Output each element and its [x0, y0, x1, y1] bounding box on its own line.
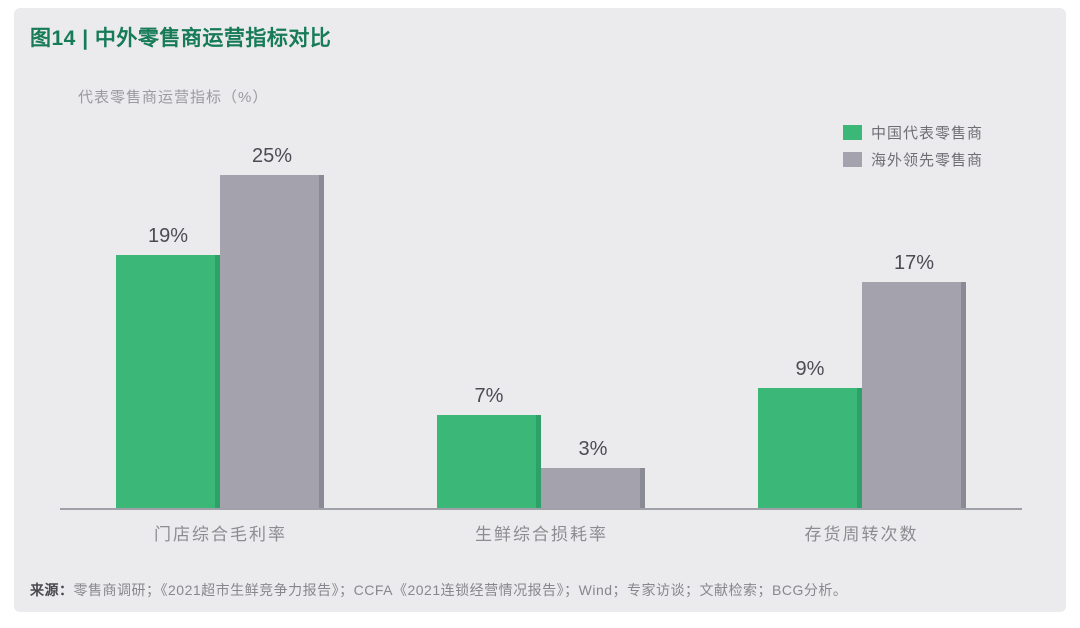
bar-group-fresh-loss: 7% 3%: [437, 385, 645, 508]
legend-item-overseas: 海外领先零售商: [843, 148, 983, 170]
category-label-inventory-turnover: 存货周转次数: [804, 525, 919, 544]
bar-value-label: 17%: [893, 252, 935, 274]
bar-china-fresh-loss: 7%: [437, 385, 541, 508]
bar-china-gross-margin: 19%: [116, 225, 220, 508]
category-label-gross-margin: 门店综合毛利率: [154, 525, 287, 544]
bar-overseas-gross-margin: 25%: [220, 145, 324, 508]
bar-group-inventory-turnover: 9% 17%: [758, 252, 966, 508]
bar-overseas-inventory-turnover: 17%: [862, 252, 966, 508]
bar-value-label: 7%: [474, 385, 504, 407]
figure-title: 图14 | 中外零售商运营指标对比: [30, 27, 332, 50]
figure-panel: 图14 | 中外零售商运营指标对比 代表零售商运营指标（%） 中国代表零售商 海…: [14, 8, 1066, 612]
legend-swatch-green: [843, 124, 862, 140]
bar-value-label: 25%: [251, 145, 293, 167]
legend-label-china: 中国代表零售商: [871, 124, 984, 142]
legend-item-china: 中国代表零售商: [843, 121, 983, 143]
category-label-fresh-loss: 生鲜综合损耗率: [475, 525, 608, 544]
x-axis-line: [60, 508, 1022, 510]
source-text: 零售商调研；《2021超市生鲜竞争力报告》；CCFA《2021连锁经营情况报告》…: [73, 582, 848, 598]
source-label: 来源：: [30, 582, 74, 598]
bar-china-inventory-turnover: 9%: [758, 358, 862, 508]
bar-overseas-fresh-loss: 3%: [541, 438, 645, 508]
y-axis-label: 代表零售商运营指标（%）: [78, 89, 269, 106]
bar-group-gross-margin: 19% 25%: [116, 145, 324, 508]
bar-value-label: 9%: [795, 358, 825, 380]
bar-value-label: 19%: [147, 225, 189, 247]
bar-value-label: 3%: [578, 438, 608, 460]
source-note: 来源：零售商调研；《2021超市生鲜竞争力报告》；CCFA《2021连锁经营情况…: [30, 580, 1040, 600]
bar-chart: 19% 25% 7% 3% 9% 17%: [60, 145, 1022, 508]
legend: 中国代表零售商 海外领先零售商: [843, 121, 983, 175]
legend-swatch-gray: [843, 151, 862, 167]
legend-label-overseas: 海外领先零售商: [871, 151, 984, 169]
